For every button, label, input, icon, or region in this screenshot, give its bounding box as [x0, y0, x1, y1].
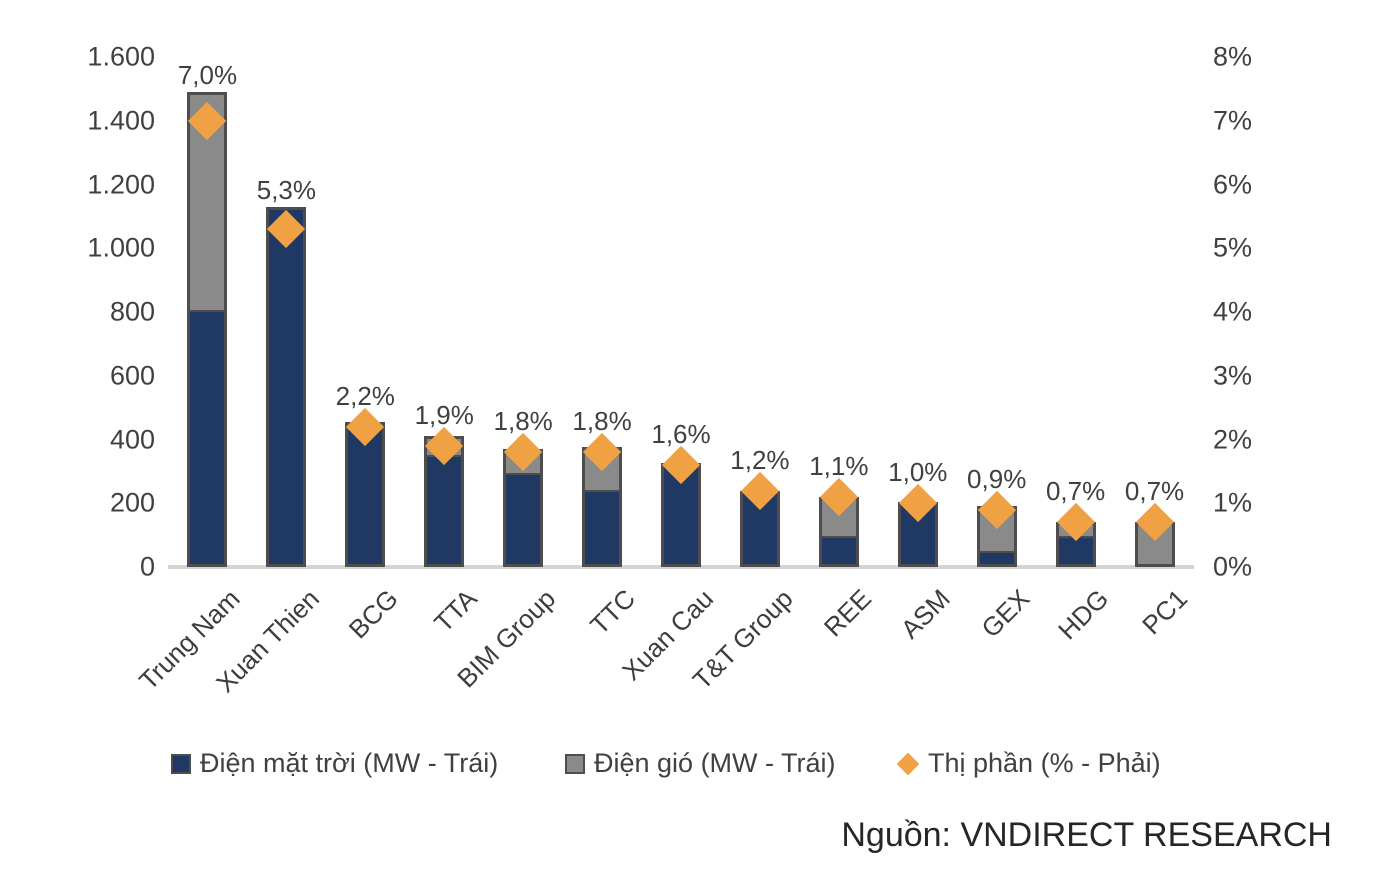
legend-item-wind: Điện gió (MW - Trái) [565, 748, 836, 779]
bar-stack [818, 496, 859, 567]
point-label: 1,9% [414, 399, 474, 430]
x-axis-category-label: HDG [1052, 583, 1115, 646]
bar-stack [187, 92, 228, 567]
y-axis-tick-right: 3% [1213, 360, 1253, 391]
x-axis-category-label: ASM [895, 583, 957, 645]
y-axis-tick-right: 8% [1213, 41, 1253, 72]
y-axis-tick-left: 800 [109, 296, 155, 327]
y-axis-tick-right: 2% [1213, 424, 1253, 454]
bar-stack [503, 449, 544, 567]
y-axis-tick-left: 1.600 [87, 41, 155, 72]
wind-swatch-icon [565, 753, 585, 774]
point-label: 1,1% [809, 450, 869, 481]
y-axis-tick-left: 200 [109, 487, 155, 518]
point-label: 5,3% [256, 174, 317, 205]
x-axis-category-label: REE [818, 583, 878, 643]
y-axis-tick-left: 1.000 [87, 232, 155, 263]
y-axis-tick-right: 7% [1213, 105, 1253, 136]
point-label: 1,6% [651, 419, 711, 449]
y-axis-tick-left: 400 [109, 424, 155, 454]
y-axis-tick-right: 0% [1213, 551, 1253, 582]
point-label: 1,8% [493, 406, 553, 437]
point-label: 7,0% [177, 60, 238, 91]
chart-legend: Điện mặt trời (MW - Trái) Điện gió (MW -… [0, 748, 1396, 782]
point-label: 1,0% [888, 457, 948, 488]
y-axis-tick-right: 4% [1213, 296, 1253, 327]
solar-swatch-icon [171, 753, 191, 774]
legend-label-solar: Điện mặt trời (MW - Trái) [200, 748, 499, 778]
point-label: 1,8% [572, 406, 632, 437]
x-axis-line [168, 565, 1194, 569]
x-axis-category-label: GEX [975, 583, 1036, 644]
point-label: 1,2% [730, 444, 790, 475]
y-axis-tick-right: 5% [1213, 232, 1253, 263]
share-diamond-swatch-icon [896, 752, 920, 775]
source-note: Nguồn: VNDIRECT RESEARCH [841, 816, 1332, 854]
x-axis-category-label: PC1 [1136, 583, 1194, 641]
y-axis-tick-left: 1.400 [87, 105, 155, 136]
solar-bar-segment [427, 455, 462, 564]
point-label: 0,9% [967, 463, 1027, 494]
legend-label-share: Thị phần (% - Phải) [928, 748, 1161, 778]
bar-stack [424, 436, 465, 567]
x-axis-category-label: BCG [342, 583, 404, 645]
y-axis-tick-left: 0 [139, 551, 155, 582]
point-label: 0,7% [1045, 476, 1106, 507]
solar-bar [345, 421, 386, 567]
x-axis-category-label: TTC [583, 583, 641, 641]
y-axis-tick-right: 1% [1213, 487, 1253, 518]
solar-bar-segment [821, 536, 856, 564]
y-axis-tick-right: 6% [1213, 169, 1253, 199]
y-axis-tick-left: 1.200 [87, 169, 155, 199]
solar-bar-segment [506, 472, 541, 564]
x-axis-category-label: TTA [428, 583, 483, 638]
solar-bar [266, 206, 307, 567]
solar-bar-segment [979, 550, 1014, 564]
point-label: 2,2% [335, 380, 395, 411]
legend-item-share: Thị phần (% - Phải) [896, 748, 1161, 779]
wind-bar [1134, 522, 1175, 567]
solar-bar-segment [190, 310, 225, 564]
legend-item-solar: Điện mặt trời (MW - Trái) [171, 748, 498, 779]
solar-bar-segment [585, 490, 620, 564]
bar-stack [1055, 522, 1096, 567]
y-axis-tick-left: 600 [109, 360, 155, 391]
legend-label-wind: Điện gió (MW - Trái) [594, 748, 836, 778]
point-label: 0,7% [1124, 476, 1185, 507]
